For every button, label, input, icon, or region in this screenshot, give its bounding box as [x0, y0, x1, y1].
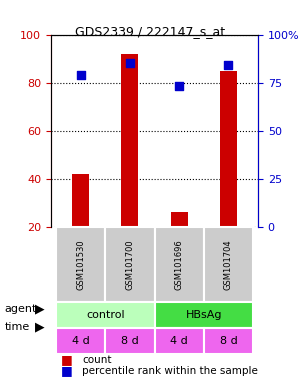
Text: HBsAg: HBsAg — [185, 310, 222, 320]
Text: ▶: ▶ — [34, 303, 44, 316]
Bar — [220, 71, 237, 227]
Text: ▶: ▶ — [34, 321, 44, 334]
Text: GDS2339 / 222147_s_at: GDS2339 / 222147_s_at — [75, 25, 225, 38]
Point — [177, 83, 182, 89]
Text: GSM101696: GSM101696 — [175, 239, 184, 290]
Bar — [154, 227, 204, 302]
Bar — [154, 302, 253, 328]
Bar — [72, 174, 89, 227]
Bar — [204, 328, 253, 354]
Bar — [170, 212, 188, 227]
Point — [226, 62, 231, 68]
Point — [78, 72, 83, 78]
Bar — [121, 54, 139, 227]
Bar — [154, 328, 204, 354]
Text: 4 d: 4 d — [170, 336, 188, 346]
Text: GSM101704: GSM101704 — [224, 239, 233, 290]
Text: ■: ■ — [61, 364, 73, 377]
Bar — [105, 328, 154, 354]
Point — [128, 60, 132, 66]
Text: 8 d: 8 d — [220, 336, 237, 346]
Text: ■: ■ — [61, 353, 73, 366]
Bar — [204, 227, 253, 302]
Text: 8 d: 8 d — [121, 336, 139, 346]
Bar — [56, 302, 154, 328]
Text: GSM101700: GSM101700 — [125, 239, 134, 290]
Text: agent: agent — [4, 304, 37, 314]
Text: count: count — [82, 355, 112, 365]
Bar — [105, 227, 154, 302]
Bar — [56, 328, 105, 354]
Text: GSM101530: GSM101530 — [76, 239, 85, 290]
Bar — [56, 227, 105, 302]
Text: time: time — [4, 322, 30, 332]
Text: percentile rank within the sample: percentile rank within the sample — [82, 366, 258, 376]
Text: 4 d: 4 d — [72, 336, 89, 346]
Text: control: control — [86, 310, 124, 320]
